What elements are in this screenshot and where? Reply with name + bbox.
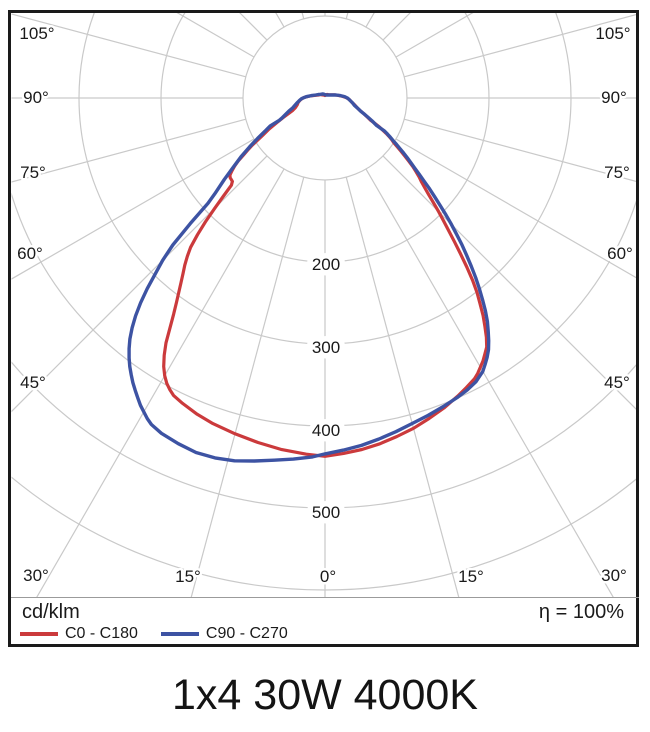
angle-label-60°: 60° [17, 244, 43, 263]
legend-item-c0-c180: C0 - C180 [20, 625, 138, 643]
c0-c180-color-swatch [20, 632, 58, 636]
angle-label-45°: 45° [20, 373, 46, 392]
angle-label-30°: 30° [601, 566, 627, 585]
polar-grid [11, 13, 638, 597]
c90-c270-color-swatch [160, 632, 199, 636]
angle-label-90°: 90° [23, 88, 49, 107]
grid-spoke-315 [11, 155, 268, 413]
unit-label: cd/klm [22, 601, 80, 623]
angle-label-105°: 105° [19, 24, 54, 43]
diagram-frame [8, 10, 639, 647]
angle-label-60°: 60° [607, 244, 633, 263]
grid-spoke-15 [345, 177, 460, 597]
c90-c270-label: C90 - C270 [205, 625, 288, 642]
angle-label-30°: 30° [23, 566, 49, 585]
legend: cd/klm η = 100% C0 - C180 C90 - C270 [11, 597, 639, 644]
grid-spoke-300 [11, 138, 255, 280]
angle-label-15°: 15° [458, 567, 484, 586]
legend-item-c90-c270: C90 - C270 [160, 625, 288, 643]
grid-spoke-75 [404, 118, 638, 183]
grid-spoke-60 [395, 138, 638, 280]
curve-C90-C270 [127, 92, 491, 463]
page-title: 1x4 30W 4000K [172, 671, 478, 719]
angle-label-75°: 75° [20, 163, 46, 182]
angle-label-0°: 0° [320, 567, 336, 586]
angle-label-15°: 15° [175, 567, 201, 586]
angle-label-90°: 90° [601, 88, 627, 107]
grid-spoke-255 [11, 13, 246, 78]
c0-c180-label: C0 - C180 [65, 625, 138, 642]
angle-label-105°: 105° [595, 24, 630, 43]
angle-label-45°: 45° [604, 373, 630, 392]
legend-items: C0 - C180 C90 - C270 [20, 625, 311, 643]
angle-label-75°: 75° [604, 163, 630, 182]
grid-spoke-345 [190, 177, 305, 597]
grid-spoke-30 [365, 168, 614, 597]
grid-spoke-105 [404, 13, 638, 78]
grid-spoke-285 [11, 118, 246, 183]
efficiency-label: η = 100% [538, 601, 624, 623]
